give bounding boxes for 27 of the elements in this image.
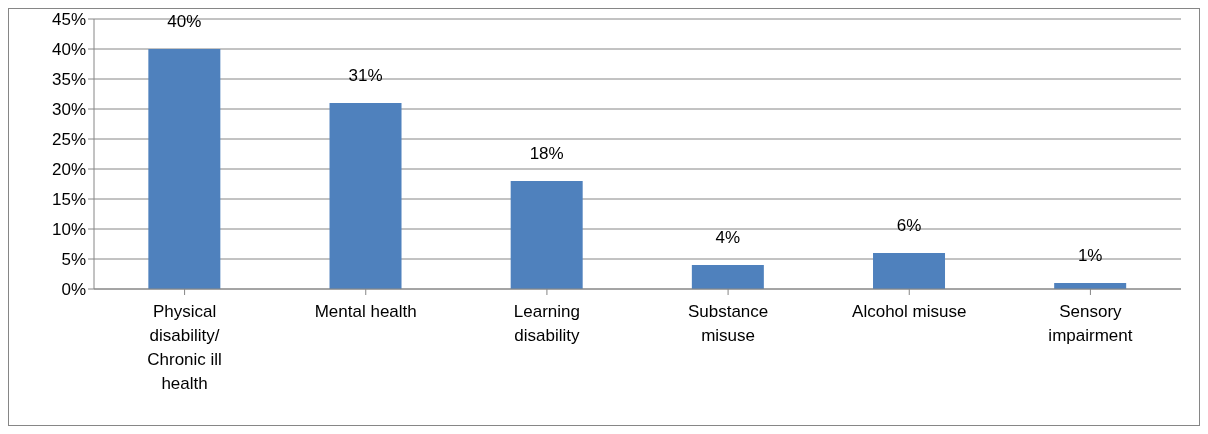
- y-tick-label: 35%: [51, 70, 86, 90]
- x-tick-label: Physical disability/ Chronic ill health: [147, 302, 222, 393]
- data-label: 6%: [896, 216, 922, 235]
- bar: [510, 181, 583, 289]
- y-tick-label: 20%: [51, 160, 86, 180]
- bar: [148, 49, 221, 289]
- data-label: 18%: [529, 144, 564, 163]
- bar: [329, 103, 402, 289]
- x-tick-label: Alcohol misuse: [852, 302, 967, 321]
- y-tick-label: 45%: [51, 10, 86, 30]
- data-label: 4%: [715, 228, 741, 247]
- y-tick-label: 10%: [51, 220, 86, 240]
- bar: [873, 253, 946, 289]
- y-tick-label: 5%: [61, 250, 86, 270]
- y-tick-label: 15%: [51, 190, 86, 210]
- x-tick-label: Substance misuse: [687, 302, 769, 345]
- data-label: 1%: [1077, 246, 1103, 265]
- x-tick-label: Mental health: [314, 302, 417, 321]
- bar: [691, 265, 764, 289]
- y-tick-label: 40%: [51, 40, 86, 60]
- y-tick-label: 30%: [51, 100, 86, 120]
- y-tick-label: 25%: [51, 130, 86, 150]
- x-tick-label: Sensory impairment: [1048, 302, 1133, 345]
- data-label: 40%: [167, 12, 202, 31]
- y-tick-label: 0%: [61, 280, 86, 300]
- data-label: 31%: [348, 66, 383, 85]
- x-tick-label: Learning disability: [513, 302, 581, 345]
